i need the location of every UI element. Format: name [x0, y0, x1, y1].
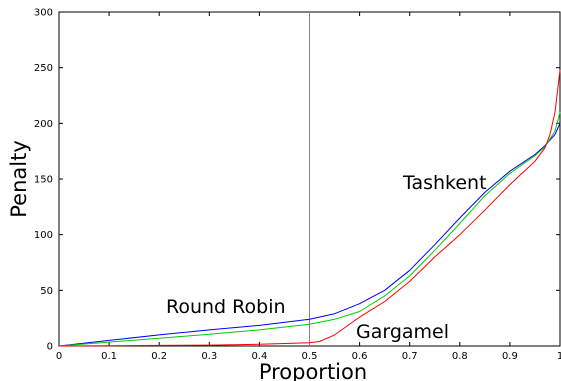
x-tick-label: 0.5 — [302, 351, 318, 362]
x-tick-label: 0.2 — [151, 351, 167, 362]
round-robin-series-line — [58, 123, 561, 347]
tashkent-label: Tashkent — [402, 172, 487, 194]
x-tick-label: 0.4 — [251, 351, 267, 362]
x-tick-label: 0.8 — [452, 351, 468, 362]
y-tick-label: 150 — [34, 175, 53, 186]
y-tick-label: 300 — [34, 8, 53, 19]
y-tick-label: 50 — [40, 286, 53, 297]
series-layer — [58, 69, 561, 347]
y-tick-label: 100 — [34, 230, 53, 241]
y-tick-label: 0 — [47, 342, 53, 353]
y-tick-label: 250 — [34, 63, 53, 74]
tashkent-series-line — [58, 112, 561, 347]
x-tick-label: 0.7 — [402, 351, 418, 362]
x-tick-label: 1 — [557, 351, 561, 362]
gargamel-series-line — [58, 69, 561, 347]
y-axis-label: Penalty — [7, 140, 31, 218]
x-tick-label: 0.1 — [101, 351, 117, 362]
y-tick-label: 200 — [34, 119, 53, 130]
gargamel-label: Gargamel — [356, 321, 449, 343]
x-tick-label: 0 — [56, 351, 62, 362]
x-tick-label: 0.6 — [352, 351, 368, 362]
y-axis-ticks: 0 50 100 150 200 250 300 — [34, 8, 560, 353]
round-robin-label: Round Robin — [166, 296, 286, 318]
x-tick-label: 0.3 — [201, 351, 217, 362]
x-axis-label: Proportion — [259, 360, 367, 381]
x-tick-label: 0.9 — [502, 351, 518, 362]
